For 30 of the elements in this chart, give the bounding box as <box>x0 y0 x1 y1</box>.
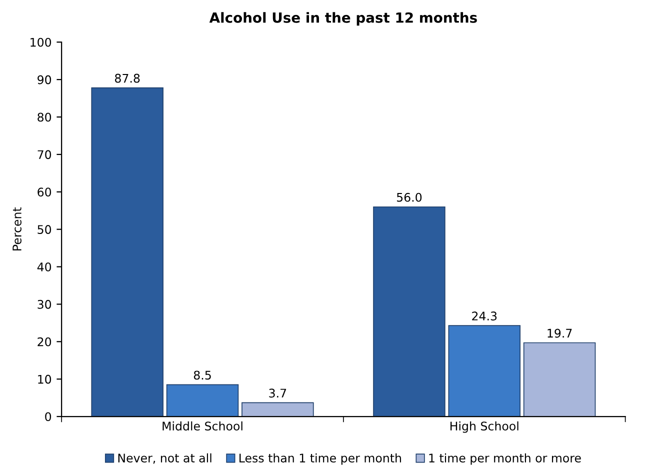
y-axis-title: Percent <box>12 207 22 250</box>
y-tick-label: 100 <box>30 38 52 47</box>
bar <box>373 206 446 417</box>
legend-label: Less than 1 time per month <box>240 453 401 465</box>
bar <box>448 325 521 417</box>
y-tick-label: 50 <box>38 225 52 234</box>
data-label: 3.7 <box>269 388 286 398</box>
y-tick-label: 80 <box>38 112 52 122</box>
x-tick-label: Middle School <box>162 421 242 431</box>
bar <box>523 342 596 417</box>
y-tick-label: 60 <box>38 188 52 197</box>
bar <box>91 87 164 417</box>
data-label: 87.8 <box>114 74 140 83</box>
y-tick-label: 90 <box>38 75 52 84</box>
y-tick-label: 30 <box>38 300 52 309</box>
legend-label: 1 time per month or more <box>429 453 581 465</box>
y-tick-label: 70 <box>38 150 52 160</box>
legend-label: Never, not at all <box>118 453 212 464</box>
data-label: 19.7 <box>548 328 572 338</box>
y-tick-label: 10 <box>38 374 52 384</box>
y-tick-label: 0 <box>45 412 52 422</box>
data-label: 24.3 <box>472 312 497 320</box>
y-tick-label: 20 <box>38 337 52 346</box>
x-tick-label: High School <box>450 421 518 433</box>
y-tick-label: 40 <box>37 262 52 272</box>
bar <box>242 402 314 417</box>
data-label: 8.5 <box>194 370 211 380</box>
data-label: 56.0 <box>396 192 422 202</box>
chart-title: Alcohol Use in the past 12 months <box>209 12 477 26</box>
bar <box>166 384 239 417</box>
